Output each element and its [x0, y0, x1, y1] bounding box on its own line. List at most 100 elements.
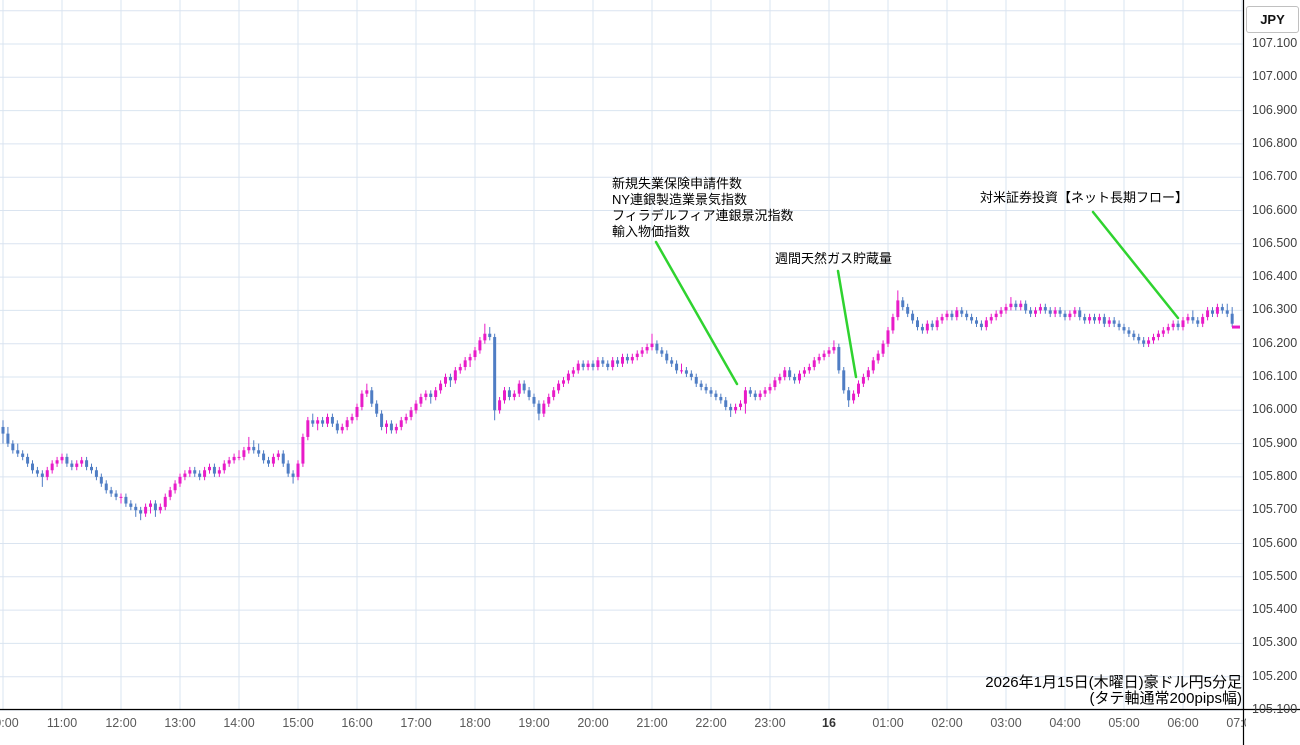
event-annotation-line: 輸入物価指数 — [612, 224, 691, 239]
candle-body — [704, 386, 708, 391]
candle-body — [1147, 340, 1151, 344]
candle-body — [1117, 323, 1121, 328]
time-tick-label: 07:00 — [1226, 716, 1246, 730]
price-tick-label: 107.000 — [1252, 69, 1298, 84]
candle-body — [970, 317, 974, 321]
candle-body — [714, 393, 718, 397]
candle-body — [1083, 317, 1087, 321]
candle-body — [763, 390, 767, 394]
candlestick-series — [1, 290, 1234, 521]
candle-body — [547, 396, 551, 404]
time-tick-label: 05:00 — [1108, 716, 1140, 730]
candle-body — [911, 313, 915, 321]
candle-body — [886, 330, 890, 344]
candle-body — [896, 300, 900, 318]
candle-body — [271, 456, 275, 464]
candle-body — [483, 333, 487, 341]
event-annotation-line: フィラデルフィア連銀景況指数 — [612, 208, 794, 223]
price-tick-label: 106.400 — [1252, 269, 1298, 284]
candle-body — [183, 473, 187, 477]
time-tick-label: 18:00 — [459, 716, 491, 730]
candle-body — [21, 453, 25, 457]
candle-body — [444, 377, 447, 384]
candle-body — [360, 393, 364, 407]
price-tick-label: 106.800 — [1252, 135, 1298, 150]
candle-body — [45, 470, 49, 477]
candle-body — [345, 420, 349, 427]
candle-body — [1166, 327, 1170, 331]
price-tick-label: 105.500 — [1252, 568, 1298, 583]
time-axis: 10:00 11:00 12:00 13:00 14:00 15:00 16:00 17:00… — [0, 709, 1246, 745]
candle-body — [743, 390, 747, 404]
candle-body — [960, 310, 964, 314]
chart-scale-note: (タテ軸通常200pips幅) — [1089, 690, 1242, 707]
candle-body — [984, 320, 988, 328]
candle-body — [581, 363, 585, 368]
candle-body — [90, 466, 93, 471]
time-tick-label: 04:00 — [1049, 716, 1081, 730]
candle-body — [753, 393, 757, 397]
candle-body — [916, 320, 919, 328]
candle-body — [842, 370, 846, 391]
candle-body — [999, 310, 1003, 314]
candle-body — [35, 470, 39, 474]
candle-body — [16, 450, 20, 454]
annotation-pointer-line — [1091, 210, 1180, 320]
time-tick-label: 21:00 — [636, 716, 668, 730]
candle-body — [866, 370, 870, 377]
candle-body — [1176, 323, 1180, 328]
candle-body — [276, 453, 280, 457]
candle-body — [389, 423, 393, 431]
candle-body — [286, 463, 290, 474]
candle-body — [1132, 333, 1136, 338]
candle-body — [330, 416, 334, 424]
candle-body — [1112, 320, 1116, 324]
annotation-pointer-line — [836, 269, 858, 379]
candle-body — [453, 370, 457, 381]
candle-body — [326, 416, 329, 424]
price-tick-label: 105.700 — [1252, 502, 1298, 517]
candle-body — [1206, 310, 1210, 318]
time-tick-label: 13:00 — [164, 716, 196, 730]
price-tick-label: 105.200 — [1252, 668, 1298, 683]
candle-body — [267, 460, 270, 464]
candle-body — [611, 360, 615, 368]
candle-body — [517, 383, 521, 394]
candle-body — [1107, 320, 1111, 324]
candle-body — [724, 400, 728, 407]
candle-body — [473, 350, 477, 358]
candle-body — [680, 370, 683, 372]
time-tick-label: 01:00 — [872, 716, 904, 730]
candle-body — [65, 456, 69, 464]
candle-body — [262, 453, 266, 461]
candle-body — [739, 403, 742, 407]
candle-body — [950, 313, 954, 318]
candle-body — [242, 450, 246, 457]
candle-body — [163, 496, 167, 507]
candle-body — [655, 343, 659, 351]
candle-body — [1088, 317, 1092, 321]
candle-body — [227, 460, 231, 464]
price-tick-label: 106.200 — [1252, 335, 1298, 350]
time-tick-label: 22:00 — [695, 716, 727, 730]
candle-body — [901, 300, 905, 308]
candle-body — [768, 386, 772, 391]
candle-body — [783, 370, 787, 377]
candle-body — [635, 353, 639, 358]
time-tick-label: 16:00 — [341, 716, 373, 730]
candle-body — [1097, 317, 1101, 321]
time-tick-label: 12:00 — [105, 716, 137, 730]
candle-body — [1215, 307, 1219, 314]
candle-body — [675, 363, 679, 371]
time-tick-label: 10:00 — [0, 716, 19, 730]
candle-body — [798, 373, 801, 381]
candle-body — [1004, 307, 1008, 311]
candle-body — [1142, 340, 1146, 344]
candle-body — [729, 406, 733, 411]
candle-body — [158, 506, 162, 511]
candle-body — [694, 377, 698, 384]
candle-body — [129, 503, 133, 507]
candle-body — [817, 357, 821, 361]
